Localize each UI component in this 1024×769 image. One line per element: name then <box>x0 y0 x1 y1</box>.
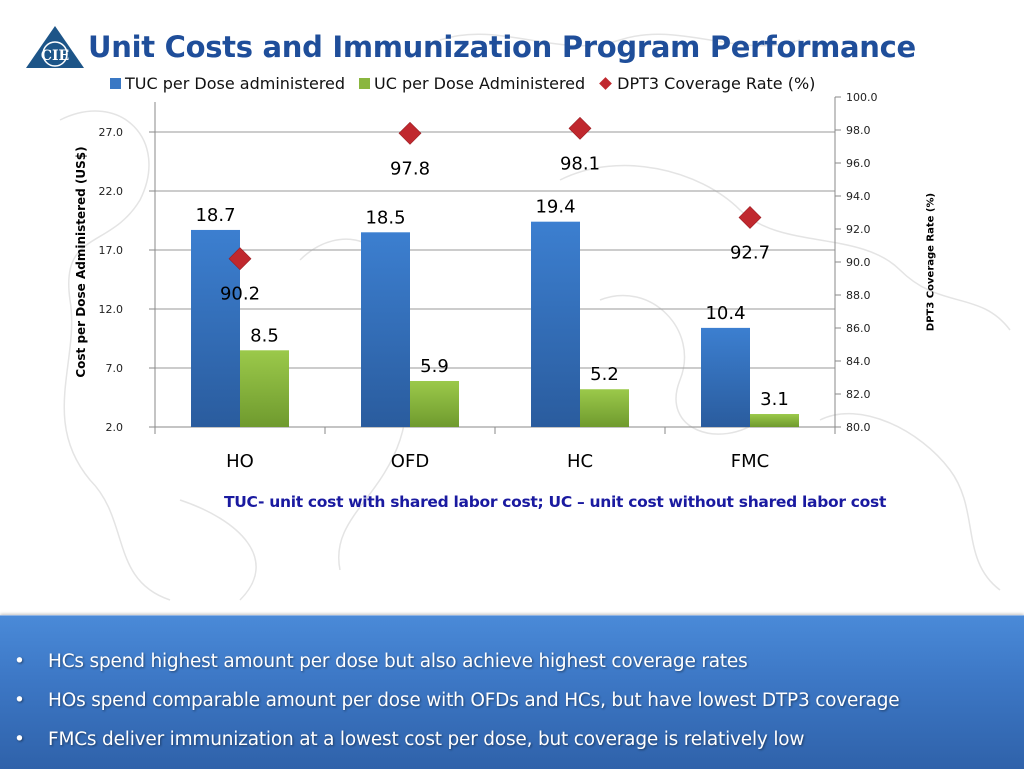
coverage-diamond-marker <box>568 116 592 140</box>
data-label-coverage: 90.2 <box>220 284 260 305</box>
y-right-tick-label: 96.0 <box>846 157 871 170</box>
y-left-tick-label: 2.0 <box>106 421 124 434</box>
bar-tuc <box>361 232 410 427</box>
data-label-uc: 5.9 <box>420 356 449 377</box>
bullet-item: • HOs spend comparable amount per dose w… <box>14 681 900 720</box>
data-labels: 18.7 8.5 90.2 18.5 5.9 97.8 19.4 5.2 98.1 10.4 3.1… <box>195 153 788 410</box>
bullet-item: • FMCs deliver immunization at a lowest … <box>14 720 900 759</box>
legend-item-coverage: DPT3 Coverage Rate (%) <box>599 74 815 93</box>
page-title: Unit Costs and Immunization Program Perf… <box>88 30 916 64</box>
bar-tuc <box>191 229 240 427</box>
summary-box: • HCs spend highest amount per dose but … <box>0 615 1024 769</box>
cie-logo: CIE <box>24 24 86 70</box>
legend-item-uc: UC per Dose Administered <box>359 74 585 93</box>
bar-uc <box>240 350 289 427</box>
y-left-tick-label: 27.0 <box>99 126 124 139</box>
x-category-label: HC <box>567 451 593 472</box>
legend-swatch-uc <box>359 78 371 89</box>
y-axis-left-title: Cost per Dose Administered (US$) <box>74 146 88 378</box>
y-right-tick-label: 84.0 <box>846 355 871 368</box>
combo-chart: 2.0 7.0 12.0 17.0 22.0 27.0 80.0 82.0 84.0 86.0 88… <box>99 91 878 472</box>
coverage-diamond-marker <box>228 247 252 271</box>
y-right-tick-label: 100.0 <box>846 91 878 104</box>
bars <box>191 221 799 427</box>
bullet-icon: • <box>14 729 25 750</box>
y-right-tick-label: 88.0 <box>846 289 871 302</box>
data-label-coverage: 97.8 <box>390 158 430 179</box>
legend-label-tuc: TUC per Dose administered <box>125 74 346 93</box>
y-left-tick-label: 17.0 <box>99 244 124 257</box>
logo-text: CIE <box>41 48 69 64</box>
coverage-diamond-marker <box>398 121 422 145</box>
y-right-tick-label: 98.0 <box>846 124 871 137</box>
y-axis-right-title: DPT3 Coverage Rate (%) <box>925 192 937 332</box>
data-label-tuc: 18.7 <box>195 205 235 226</box>
bar-uc <box>750 414 799 427</box>
y-right-tick-label: 90.0 <box>846 256 871 269</box>
data-label-uc: 5.2 <box>590 364 619 385</box>
legend-item-tuc: TUC per Dose administered <box>110 74 345 93</box>
y-left-tick-label: 12.0 <box>99 303 124 316</box>
bar-tuc <box>701 327 750 427</box>
legend-label-coverage: DPT3 Coverage Rate (%) <box>617 74 816 93</box>
x-category-label: FMC <box>731 451 769 472</box>
slide-header: CIE Unit Costs and Immunization Program … <box>24 22 916 72</box>
x-category-label: OFD <box>391 451 429 472</box>
bullet-text: FMCs deliver immunization at a lowest co… <box>48 729 805 750</box>
bullet-item: • HCs spend highest amount per dose but … <box>14 642 900 681</box>
axes: 2.0 7.0 12.0 17.0 22.0 27.0 80.0 82.0 84.0 86.0 88… <box>99 91 878 472</box>
y-right-tick-label: 82.0 <box>846 388 871 401</box>
data-label-tuc: 10.4 <box>705 303 745 324</box>
bullet-text: HOs spend comparable amount per dose wit… <box>48 690 900 711</box>
data-label-tuc: 19.4 <box>535 197 575 218</box>
coverage-diamond-marker <box>738 206 762 229</box>
bar-uc <box>410 380 459 427</box>
chart-footnote: TUC- unit cost with shared labor cost; U… <box>224 493 887 511</box>
y-right-tick-label: 86.0 <box>846 322 871 335</box>
data-label-coverage: 92.7 <box>730 242 770 263</box>
data-label-uc: 8.5 <box>250 325 279 346</box>
y-left-tick-label: 7.0 <box>106 362 124 375</box>
bar-uc <box>580 389 629 427</box>
y-right-tick-label: 92.0 <box>846 223 871 236</box>
y-right-tick-label: 94.0 <box>846 190 871 203</box>
chart-legend: TUC per Dose administered UC per Dose Ad… <box>110 74 829 93</box>
y-left-tick-label: 22.0 <box>99 185 124 198</box>
legend-swatch-tuc <box>110 78 121 89</box>
x-category-label: HO <box>226 451 254 472</box>
coverage-markers <box>228 116 762 271</box>
data-label-uc: 3.1 <box>760 389 789 410</box>
legend-label-uc: UC per Dose Administered <box>374 74 586 93</box>
data-label-tuc: 18.5 <box>365 207 405 228</box>
bar-tuc <box>531 221 580 427</box>
bullet-icon: • <box>14 690 25 711</box>
data-label-coverage: 98.1 <box>560 153 600 174</box>
bullet-text: HCs spend highest amount per dose but al… <box>48 651 748 672</box>
y-right-tick-label: 80.0 <box>846 421 871 434</box>
bullet-icon: • <box>14 651 25 672</box>
logo-triangle-icon: CIE <box>26 26 84 68</box>
summary-bullets: • HCs spend highest amount per dose but … <box>14 642 900 759</box>
